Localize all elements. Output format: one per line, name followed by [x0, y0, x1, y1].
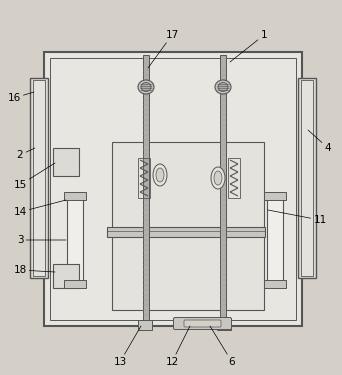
Bar: [33, 80, 45, 276]
Bar: [64, 280, 86, 288]
Text: 17: 17: [148, 30, 179, 68]
Text: 12: 12: [166, 326, 190, 367]
Ellipse shape: [156, 168, 164, 182]
Bar: [67, 196, 83, 284]
Bar: [217, 320, 231, 330]
Text: 15: 15: [13, 163, 55, 190]
Bar: [298, 78, 316, 278]
Text: 3: 3: [17, 235, 66, 245]
Text: 14: 14: [13, 200, 66, 217]
Bar: [64, 192, 86, 200]
Bar: [228, 158, 240, 198]
Text: 2: 2: [17, 148, 35, 160]
Bar: [53, 264, 79, 288]
Ellipse shape: [215, 80, 231, 94]
Text: 1: 1: [230, 30, 267, 62]
Ellipse shape: [211, 167, 225, 189]
Ellipse shape: [138, 80, 154, 94]
Bar: [53, 148, 79, 176]
Bar: [143, 55, 149, 325]
FancyBboxPatch shape: [173, 318, 232, 330]
Ellipse shape: [153, 164, 167, 186]
Ellipse shape: [218, 82, 228, 92]
Text: 18: 18: [13, 265, 55, 275]
Text: 11: 11: [268, 210, 327, 225]
Bar: [138, 320, 152, 330]
Text: 6: 6: [210, 326, 235, 367]
Text: 4: 4: [308, 130, 331, 153]
Text: 16: 16: [8, 92, 34, 103]
Bar: [30, 78, 48, 278]
Text: 13: 13: [114, 326, 141, 367]
Ellipse shape: [141, 82, 151, 92]
Bar: [264, 192, 286, 200]
Bar: [138, 158, 150, 198]
Bar: [112, 142, 264, 310]
Bar: [50, 58, 296, 320]
Bar: [220, 55, 226, 325]
Bar: [107, 227, 265, 237]
FancyBboxPatch shape: [184, 320, 221, 327]
Bar: [301, 80, 313, 276]
Bar: [267, 196, 283, 284]
Bar: [44, 52, 302, 326]
Ellipse shape: [214, 171, 222, 185]
Bar: [264, 280, 286, 288]
